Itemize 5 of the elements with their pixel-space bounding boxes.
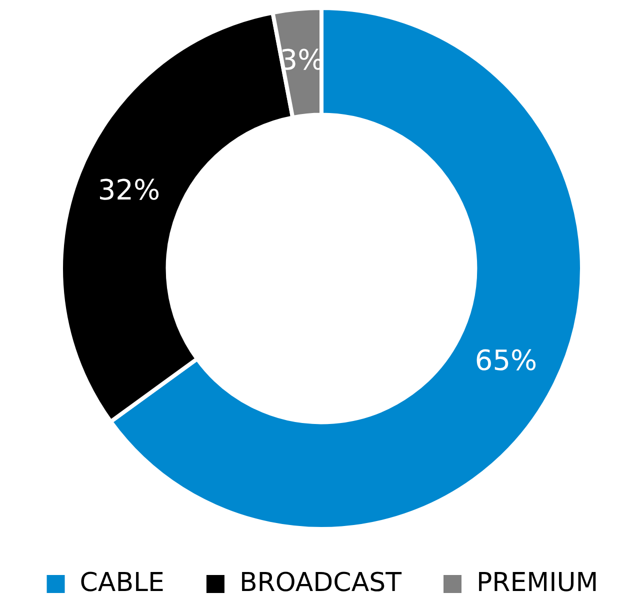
data-label: 32% [98,174,160,207]
legend-label: CABLE [80,568,164,598]
data-label: 65% [474,344,538,377]
legend-label: PREMIUM [476,568,598,598]
legend-label: BROADCAST [239,568,402,598]
